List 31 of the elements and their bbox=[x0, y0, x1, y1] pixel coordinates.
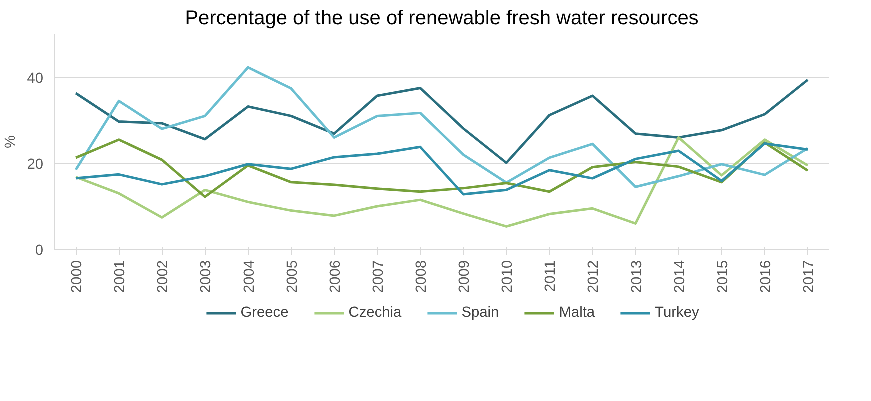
legend-label: Greece bbox=[240, 305, 289, 321]
x-tick-label: 2016 bbox=[758, 260, 774, 294]
x-tick-label: 2006 bbox=[328, 260, 344, 294]
x-tick-label: 2017 bbox=[801, 260, 818, 294]
y-tick-label: 0 bbox=[35, 243, 44, 259]
line-series bbox=[74, 78, 810, 164]
x-tick-label: 2013 bbox=[629, 260, 646, 294]
y-tick-label: 20 bbox=[27, 157, 44, 173]
legend-label: Turkey bbox=[655, 305, 700, 321]
x-tick-label: 2004 bbox=[242, 260, 258, 294]
x-tick-label: 2015 bbox=[715, 260, 732, 294]
x-tick-label: 2010 bbox=[500, 260, 516, 294]
x-tick-label: 2014 bbox=[672, 260, 688, 294]
chart-title: Percentage of the use of renewable fresh water resources bbox=[185, 8, 699, 30]
x-tick-label: 2007 bbox=[370, 260, 387, 294]
legend-label: Malta bbox=[559, 305, 596, 321]
x-tick-label: 2012 bbox=[586, 260, 602, 294]
legend-label: Spain bbox=[462, 305, 500, 321]
x-tick-label: 2009 bbox=[457, 260, 474, 294]
y-axis-title: % bbox=[3, 135, 20, 149]
line-series bbox=[74, 66, 810, 188]
x-tick-label: 2005 bbox=[284, 260, 301, 294]
y-tick-label: 40 bbox=[27, 71, 44, 87]
x-tick-label: 2001 bbox=[112, 260, 129, 294]
x-tick-label: 2003 bbox=[198, 260, 215, 294]
line-series bbox=[74, 136, 810, 228]
x-tick-label: 2002 bbox=[156, 260, 172, 294]
legend-label: Czechia bbox=[348, 305, 402, 321]
x-tick-label: 2000 bbox=[70, 260, 86, 294]
x-tick-label: 2011 bbox=[543, 260, 560, 292]
x-tick-label: 2008 bbox=[414, 260, 430, 294]
